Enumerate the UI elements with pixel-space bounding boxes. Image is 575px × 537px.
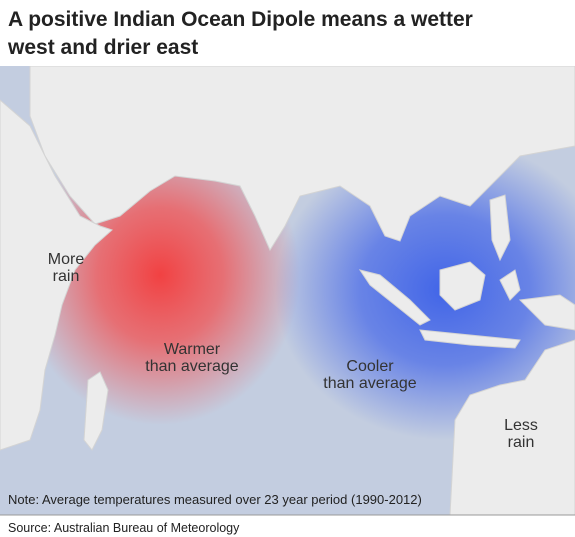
note: Note: Average temperatures measured over… [8,492,422,507]
map-label: rain [53,268,80,285]
map-label: than average [323,375,417,392]
map-label: Cooler [346,358,394,375]
map-label: More [48,251,85,268]
map-label: Less [504,417,538,434]
map-label: rain [508,434,535,451]
map-label: Warmer [164,341,221,358]
map-label: than average [145,358,239,375]
map: More rain Warmer than average Cooler tha… [0,66,575,515]
source: Source: Australian Bureau of Meteorology [8,521,240,535]
title-line: A positive Indian Ocean Dipole means a w… [8,8,473,31]
land [0,66,575,515]
title-line: west and drier east [7,36,198,59]
map-labels: More rain Warmer than average Cooler tha… [48,251,538,451]
